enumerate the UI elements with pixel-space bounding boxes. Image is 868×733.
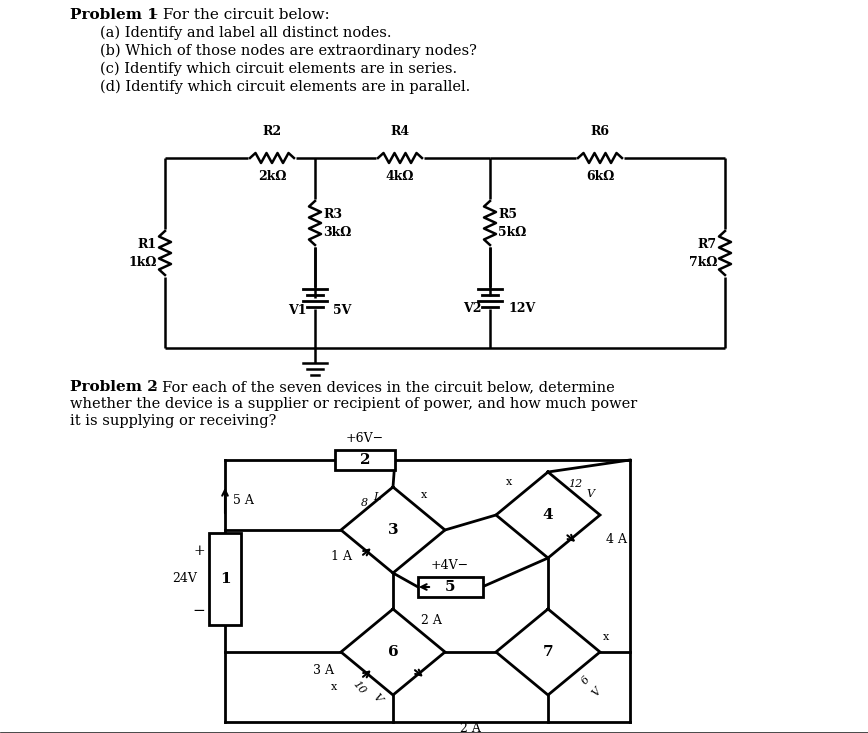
Text: (d) Identify which circuit elements are in parallel.: (d) Identify which circuit elements are … <box>100 80 470 95</box>
Text: L: L <box>373 492 380 502</box>
Bar <box>209 533 241 625</box>
Text: V: V <box>590 685 602 698</box>
Text: 1: 1 <box>220 572 230 586</box>
Text: 5V: 5V <box>333 303 352 317</box>
Text: R6: R6 <box>590 125 609 138</box>
Text: (a) Identify and label all distinct nodes.: (a) Identify and label all distinct node… <box>100 26 391 40</box>
Text: 1 A: 1 A <box>331 550 352 563</box>
Text: - For the circuit below:: - For the circuit below: <box>148 8 330 22</box>
Text: 4kΩ: 4kΩ <box>385 170 414 183</box>
Text: 2: 2 <box>359 453 371 467</box>
Text: 24V: 24V <box>172 572 197 586</box>
Text: it is supplying or receiving?: it is supplying or receiving? <box>70 414 276 428</box>
Text: 2 A: 2 A <box>460 722 481 733</box>
Text: Problem 1: Problem 1 <box>70 8 158 22</box>
Text: x: x <box>421 490 427 500</box>
Text: R3: R3 <box>323 208 342 221</box>
Text: 12: 12 <box>568 479 582 489</box>
Text: +4V−: +4V− <box>431 559 469 572</box>
Text: 2 A: 2 A <box>421 614 442 627</box>
Text: R4: R4 <box>391 125 410 138</box>
Text: 2kΩ: 2kΩ <box>258 170 286 183</box>
Text: −: − <box>192 604 205 618</box>
Text: R5: R5 <box>498 208 517 221</box>
Bar <box>335 450 395 470</box>
Text: 8: 8 <box>361 498 368 508</box>
Text: 7kΩ: 7kΩ <box>688 257 717 270</box>
Text: R1: R1 <box>138 238 157 251</box>
Text: - For each of the seven devices in the circuit below, determine: - For each of the seven devices in the c… <box>148 380 615 394</box>
Text: 5: 5 <box>444 580 455 594</box>
Text: x: x <box>331 682 338 692</box>
Text: R7: R7 <box>698 238 717 251</box>
Text: 7: 7 <box>542 645 553 659</box>
Text: 3 A: 3 A <box>313 664 334 677</box>
Text: (b) Which of those nodes are extraordinary nodes?: (b) Which of those nodes are extraordina… <box>100 44 477 59</box>
Text: +6V−: +6V− <box>346 432 384 445</box>
Text: V2: V2 <box>464 301 482 314</box>
Text: (c) Identify which circuit elements are in series.: (c) Identify which circuit elements are … <box>100 62 457 76</box>
Text: 5 A: 5 A <box>233 494 253 507</box>
Text: 5kΩ: 5kΩ <box>498 226 526 240</box>
Text: 6: 6 <box>388 645 398 659</box>
Text: x: x <box>506 477 512 487</box>
Text: x: x <box>603 632 609 642</box>
Text: V1: V1 <box>288 303 307 317</box>
Text: 4 A: 4 A <box>606 533 627 546</box>
Text: +: + <box>194 544 205 558</box>
Text: whether the device is a supplier or recipient of power, and how much power: whether the device is a supplier or reci… <box>70 397 637 411</box>
Text: 6kΩ: 6kΩ <box>586 170 615 183</box>
Text: 3kΩ: 3kΩ <box>323 226 352 240</box>
Text: 12V: 12V <box>508 301 536 314</box>
Text: 10: 10 <box>351 679 368 696</box>
Text: V: V <box>586 489 594 499</box>
Bar <box>418 577 483 597</box>
Text: 3: 3 <box>388 523 398 537</box>
Text: 1kΩ: 1kΩ <box>128 257 157 270</box>
Text: V: V <box>371 691 384 704</box>
Text: 6: 6 <box>580 674 592 686</box>
Text: 4: 4 <box>542 508 553 522</box>
Text: Problem 2: Problem 2 <box>70 380 158 394</box>
Text: R2: R2 <box>262 125 281 138</box>
